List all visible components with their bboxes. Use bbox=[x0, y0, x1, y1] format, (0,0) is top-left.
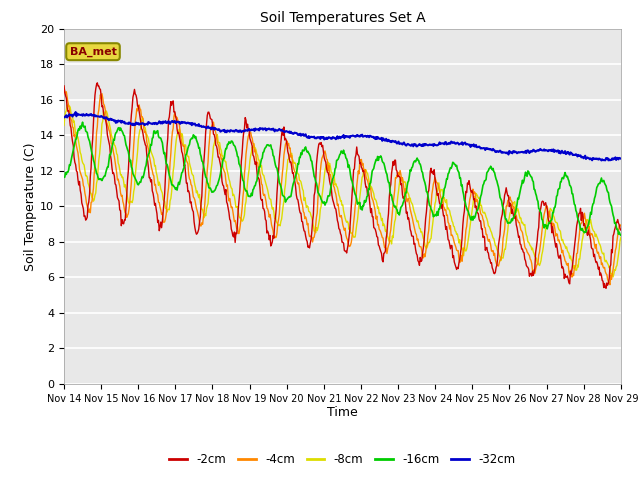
Title: Soil Temperatures Set A: Soil Temperatures Set A bbox=[260, 11, 425, 25]
Y-axis label: Soil Temperature (C): Soil Temperature (C) bbox=[24, 142, 37, 271]
X-axis label: Time: Time bbox=[327, 407, 358, 420]
Legend: -2cm, -4cm, -8cm, -16cm, -32cm: -2cm, -4cm, -8cm, -16cm, -32cm bbox=[164, 448, 520, 470]
Text: BA_met: BA_met bbox=[70, 47, 116, 57]
